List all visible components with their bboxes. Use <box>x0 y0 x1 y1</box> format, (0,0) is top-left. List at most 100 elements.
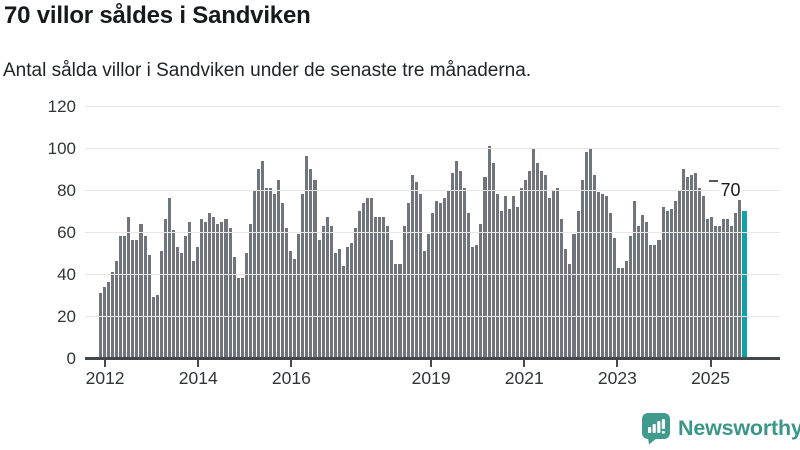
bar <box>349 242 353 358</box>
bar <box>612 238 616 358</box>
bar <box>418 194 422 358</box>
bar <box>568 263 572 358</box>
bar <box>572 234 576 358</box>
bar <box>657 240 661 358</box>
bar <box>584 152 588 358</box>
bar <box>196 246 200 358</box>
bar <box>706 219 710 358</box>
bar <box>491 162 495 358</box>
bar <box>604 196 608 358</box>
bar <box>345 246 349 358</box>
bar <box>564 248 568 358</box>
bar <box>402 225 406 358</box>
bar <box>305 156 309 358</box>
bar <box>548 198 552 358</box>
bar <box>406 202 410 358</box>
bar <box>179 253 183 358</box>
bar <box>293 259 297 358</box>
bar <box>301 194 305 358</box>
bar <box>511 196 515 358</box>
bar <box>523 179 527 358</box>
bar <box>532 148 536 358</box>
bar <box>665 211 669 358</box>
bar <box>188 221 192 358</box>
bar <box>143 236 147 358</box>
chart-title: 70 villor såldes i Sandviken <box>4 2 311 29</box>
bar <box>410 175 414 358</box>
bar <box>159 250 163 358</box>
bar <box>341 265 345 358</box>
y-axis-label: 40 <box>57 264 76 284</box>
bar <box>123 236 127 358</box>
bar <box>621 267 625 358</box>
bar <box>240 278 244 358</box>
bar <box>608 213 612 358</box>
bar <box>236 278 240 358</box>
bar <box>430 213 434 358</box>
y-axis-label: 80 <box>57 180 76 200</box>
bar <box>730 225 734 358</box>
y-axis-label: 0 <box>66 348 76 368</box>
x-axis-label-2016: 2016 <box>271 368 311 388</box>
newsworthy-logo[interactable]: Newsworthy <box>641 411 800 445</box>
bar <box>738 196 742 358</box>
bar <box>171 229 175 358</box>
bar <box>260 160 264 358</box>
bar <box>701 196 706 358</box>
bar <box>434 200 438 358</box>
bar <box>576 211 580 358</box>
bar <box>99 292 103 358</box>
bar <box>264 187 268 358</box>
y-axis-label: 20 <box>57 306 76 326</box>
y-axis-label: 120 <box>47 96 76 116</box>
bar <box>625 261 629 358</box>
bar <box>600 194 604 358</box>
bar <box>378 217 382 358</box>
x-axis-tick-2016 <box>290 358 293 367</box>
bar <box>329 225 333 358</box>
bar <box>208 213 212 358</box>
bar <box>151 297 155 358</box>
bar <box>649 244 653 358</box>
bar <box>629 236 633 358</box>
bar <box>726 219 730 358</box>
x-axis-tick-2014 <box>197 358 200 367</box>
bar <box>362 202 366 358</box>
bar <box>289 250 293 358</box>
bar <box>483 177 487 358</box>
bar <box>414 181 418 358</box>
bar <box>519 187 523 358</box>
bar <box>337 248 341 358</box>
bar <box>390 240 394 358</box>
bar <box>641 215 645 358</box>
bar <box>232 257 236 358</box>
bar <box>588 148 592 358</box>
bar <box>115 261 119 358</box>
bar <box>285 227 289 358</box>
y-axis-label: 60 <box>57 222 76 242</box>
bar <box>422 250 426 358</box>
gridline-y-100 <box>85 147 780 149</box>
bar <box>580 179 584 358</box>
bar <box>309 169 313 358</box>
bar <box>394 263 398 358</box>
bar <box>224 219 228 358</box>
x-axis-label-2021: 2021 <box>504 368 544 388</box>
bar <box>681 169 685 358</box>
bar <box>204 221 208 358</box>
bar <box>297 234 301 358</box>
bar <box>487 145 491 358</box>
bar <box>515 206 519 358</box>
bar <box>426 234 430 358</box>
x-axis-label-2025: 2025 <box>691 368 731 388</box>
bar <box>370 198 374 358</box>
bar <box>718 225 722 358</box>
bar <box>697 187 701 358</box>
bar <box>540 171 544 358</box>
bar <box>139 223 143 358</box>
bar <box>669 208 673 358</box>
bar <box>321 225 325 358</box>
chart-subtitle: Antal sålda villor i Sandviken under de … <box>3 60 532 81</box>
bar-highlighted-latest <box>742 211 748 358</box>
last-value-label: 70 <box>718 180 743 200</box>
